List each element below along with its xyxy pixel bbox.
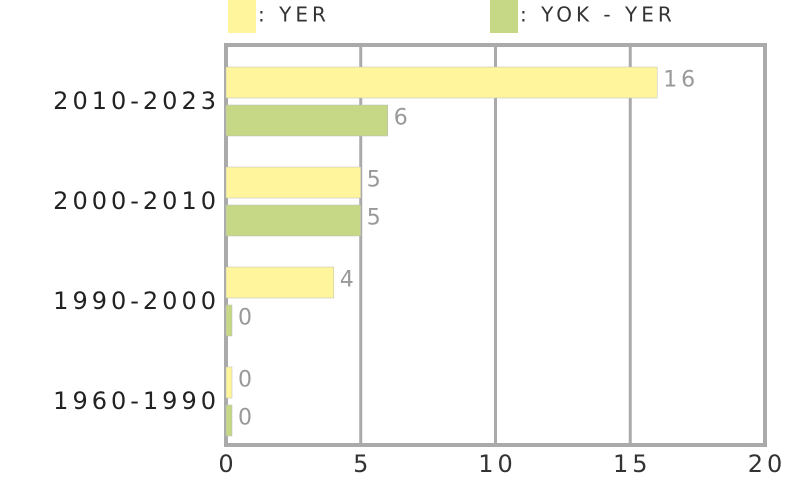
legend-swatch (490, 0, 518, 33)
bar (225, 366, 233, 399)
x-tick-label: 10 (478, 450, 517, 478)
value-label: 5 (367, 206, 385, 231)
y-tick-label: 2000-2010 (53, 187, 220, 215)
bar (225, 204, 361, 237)
legend-label: : YOK - YER (520, 3, 676, 27)
y-tick-label: 2010-2023 (53, 87, 220, 115)
value-label: 0 (238, 406, 256, 431)
y-tick-label: 1990-2000 (53, 287, 220, 315)
bar (225, 166, 361, 199)
legend-swatch (228, 0, 256, 33)
x-tick-label: 15 (613, 450, 652, 478)
bar (225, 404, 233, 437)
bar (225, 304, 233, 337)
value-label: 5 (367, 168, 385, 193)
bar (225, 66, 658, 99)
plot-frame (224, 43, 767, 447)
value-label: 4 (340, 268, 358, 293)
x-tick-label: 0 (218, 450, 237, 478)
bar (225, 104, 388, 137)
legend-label: : YER (258, 3, 330, 27)
x-tick-label: 5 (353, 450, 372, 478)
bar (225, 266, 335, 299)
y-tick-label: 1960-1990 (53, 387, 220, 415)
value-label: 0 (238, 368, 256, 393)
value-label: 6 (394, 106, 412, 131)
value-label: 16 (663, 68, 699, 93)
value-label: 0 (238, 306, 256, 331)
x-tick-label: 20 (748, 450, 787, 478)
